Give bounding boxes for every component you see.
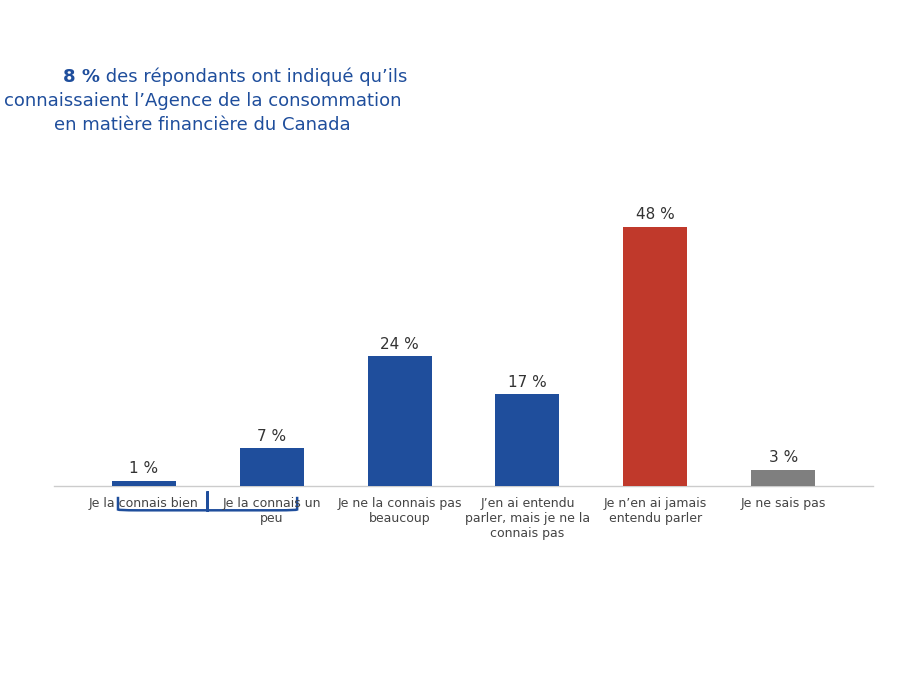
Text: 8 %: 8 %	[63, 68, 100, 86]
Bar	[239, 448, 303, 486]
Text: 48 %: 48 %	[636, 207, 675, 223]
Text: 17 %: 17 %	[508, 375, 547, 390]
Bar	[112, 481, 176, 486]
Bar	[367, 356, 431, 486]
Text: des répondants ont indiqué qu’ils: des répondants ont indiqué qu’ils	[100, 68, 408, 86]
Text: en matière financière du Canada: en matière financière du Canada	[54, 116, 351, 134]
Bar	[496, 394, 560, 486]
Text: 1 %: 1 %	[129, 461, 158, 477]
Text: 24 %: 24 %	[380, 337, 419, 352]
Text: connaissaient l’Agence de la consommation: connaissaient l’Agence de la consommatio…	[4, 92, 401, 110]
Bar	[752, 470, 815, 486]
Text: 3 %: 3 %	[769, 450, 798, 466]
Bar	[624, 227, 688, 486]
Text: 7 %: 7 %	[257, 429, 286, 444]
